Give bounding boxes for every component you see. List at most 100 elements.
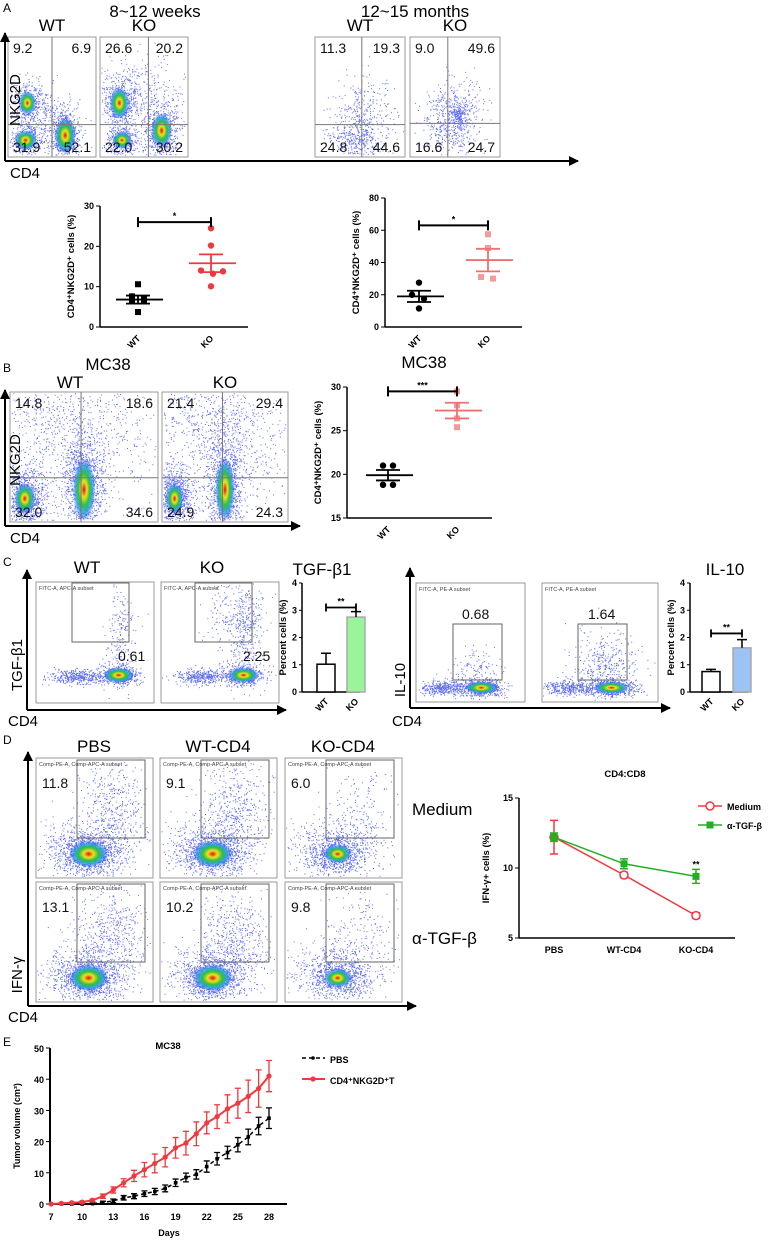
quadrant-lower-left: 22.0 — [105, 139, 132, 155]
data-point — [245, 1093, 251, 1099]
data-point — [89, 1197, 96, 1203]
data-point — [163, 1186, 167, 1191]
density-core — [165, 483, 184, 515]
y-tick-label: 25 — [331, 426, 341, 436]
data-point — [379, 481, 387, 489]
panel-label-B: B — [3, 361, 11, 375]
gate-rectangle — [194, 582, 253, 643]
density-core — [465, 681, 498, 694]
flow-plot-C-il10-1: FITC-A, PE-A subset 1.64 — [541, 582, 659, 703]
data-point — [485, 231, 491, 238]
y-tick-label: 10 — [503, 863, 513, 873]
data-point — [389, 462, 397, 469]
y-tick-label: 4 — [680, 578, 685, 588]
significance-label: *** — [417, 380, 428, 390]
legend-label: α-TGF-β — [727, 821, 763, 831]
legend-label: CD4⁺NKG2D⁺T — [330, 1076, 395, 1086]
data-point — [135, 281, 141, 288]
density-core — [68, 840, 109, 868]
data-point — [121, 1195, 126, 1200]
y-axis-label: CD4⁺NKG2D⁺ cells (%) — [351, 211, 362, 314]
data-point — [90, 1201, 95, 1206]
gate-rectangle — [577, 623, 628, 681]
density-core — [323, 844, 352, 864]
data-point — [207, 224, 215, 232]
significance-label: * — [452, 214, 456, 224]
y-tick-label: 1 — [292, 660, 297, 670]
gate-rectangle — [325, 759, 395, 839]
quadrant-upper-left: 9.0 — [415, 40, 435, 56]
event-dots — [37, 759, 151, 877]
data-point — [121, 1180, 127, 1186]
gate-label: FITC-A, APC-A subset — [164, 586, 219, 592]
x-tick-label: KO — [476, 333, 493, 350]
row-label: α-TGF-β — [412, 929, 477, 948]
quadrant-lower-left: 24.8 — [320, 139, 347, 155]
x-axis-label: CD4 — [8, 713, 38, 730]
gate-rectangle — [325, 883, 395, 963]
chart-title: TGF-β1 — [293, 560, 352, 579]
legend-marker — [705, 801, 715, 811]
gate-label: FITC-A, APC-A subset — [39, 586, 94, 592]
x-axis-label: CD4 — [10, 530, 40, 547]
column-title: PBS — [77, 737, 111, 756]
y-tick-label: 50 — [34, 1044, 44, 1054]
gate-label: Comp-PE-A, Comp-APC-A subset — [39, 762, 123, 768]
x-tick-label: WT-CD4 — [607, 945, 642, 955]
gate-label: Comp-PE-A, Comp-APC-A subset — [39, 886, 123, 892]
data-point — [111, 1199, 116, 1203]
data-point — [224, 1106, 231, 1112]
event-dots — [286, 762, 399, 877]
density-core — [109, 87, 130, 119]
chart-title-MC38-B: MC38 — [401, 353, 446, 372]
quadrant-lower-right: 44.6 — [373, 139, 400, 155]
density-core — [323, 968, 352, 988]
significance-label: ** — [692, 859, 700, 869]
plot-title: KO — [200, 558, 225, 577]
data-point — [131, 1173, 137, 1179]
x-tick-label: KO-CD4 — [679, 945, 714, 955]
data-point — [550, 833, 558, 841]
y-axis-label: IFN-γ+ cells (%) — [481, 833, 492, 903]
y-tick-label: 2 — [680, 633, 685, 643]
quadrant-lower-left: 16.6 — [415, 139, 442, 155]
density-core — [14, 483, 36, 515]
gate-rectangle — [452, 623, 503, 681]
data-point — [141, 298, 147, 305]
gate-label: FITC-A, PE-A subset — [545, 587, 597, 593]
sem-error-bar — [321, 652, 331, 665]
flow-plot-B-0: 14.8 18.6 32.0 34.6 — [9, 391, 159, 523]
quadrant-upper-right: 6.9 — [72, 40, 92, 56]
data-point — [183, 1140, 189, 1146]
y-tick-label: 15 — [331, 513, 341, 523]
flow-plot-A-1: 26.6 20.2 22.0 30.2 — [99, 36, 189, 158]
quadrant-lower-right: 30.2 — [156, 139, 183, 155]
data-point — [207, 283, 215, 290]
dot-chart-2: 15 20 25 30 CD4⁺NKG2D⁺ cells (%) WT KO *** — [313, 380, 492, 541]
y-tick-label: 30 — [34, 1106, 44, 1116]
data-point — [256, 1085, 262, 1092]
y-axis-label: CD4⁺NKG2D⁺ cells (%) — [66, 215, 77, 318]
quadrant-upper-right: 18.6 — [126, 395, 153, 411]
gate-label: Comp-PE-A, Comp-APC-A subset — [163, 886, 247, 892]
density-core — [72, 458, 96, 521]
gate-percentage: 0.68 — [462, 606, 489, 622]
event-dots — [161, 883, 275, 1001]
data-point — [193, 1131, 199, 1137]
data-point — [267, 1116, 271, 1120]
density-core — [215, 458, 235, 521]
y-tick-label: 60 — [369, 225, 379, 235]
y-tick-label: 20 — [84, 241, 94, 251]
plot-title: KO — [443, 16, 468, 35]
data-point — [153, 1189, 157, 1194]
significance-bracket — [387, 386, 458, 397]
y-tick-label: 20 — [34, 1138, 44, 1148]
data-point — [132, 1194, 136, 1198]
data-point — [100, 1193, 106, 1199]
flow-plot-D-1-0: Comp-PE-A, Comp-APC-A subset 13.1 — [35, 881, 154, 1003]
plot-title: WT — [57, 373, 83, 392]
density-core — [594, 681, 629, 694]
data-point — [141, 1167, 148, 1173]
gate-percentage: 6.0 — [291, 775, 311, 791]
data-point — [135, 309, 141, 316]
